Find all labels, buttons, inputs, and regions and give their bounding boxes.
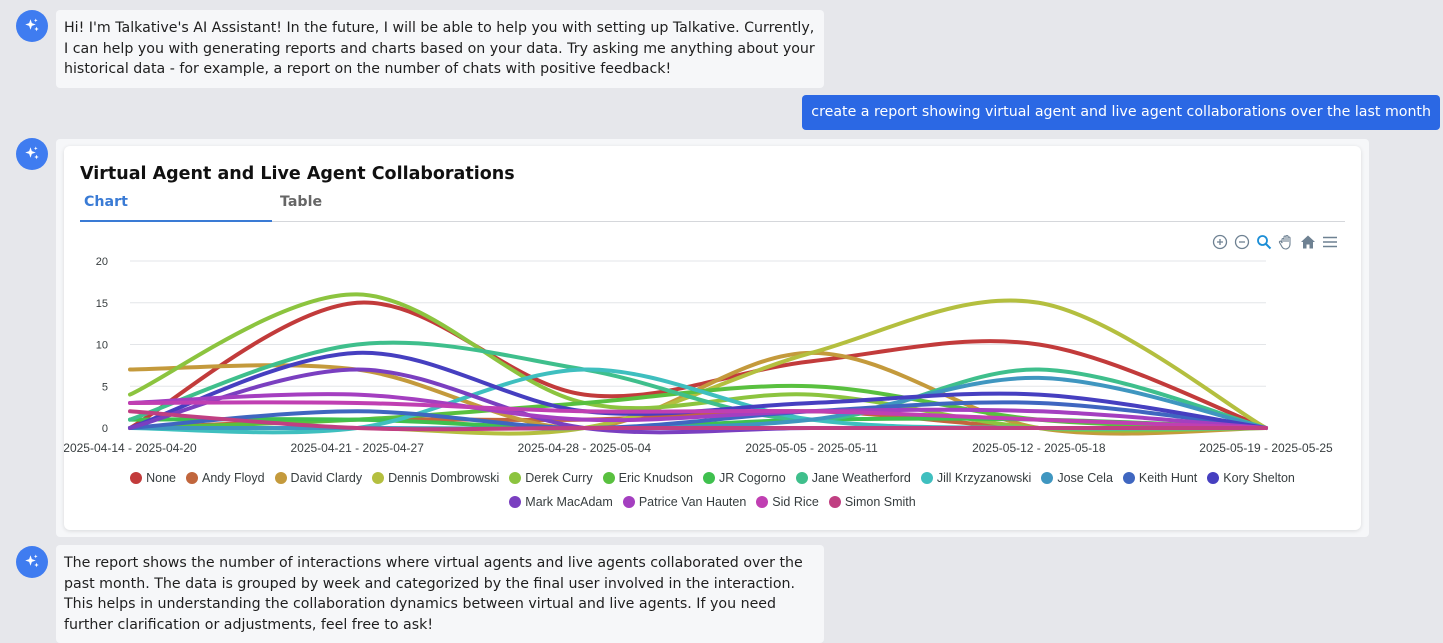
legend-label: Mark MacAdam [525, 495, 613, 509]
legend-row: Mark MacAdam Patrice Van Hauten Sid Rice Si… [64, 490, 1361, 514]
legend-marker [186, 472, 199, 484]
legend-item[interactable]: Eric Knudson [602, 471, 693, 485]
x-tick-label: 2025-05-12 - 2025-05-18 [972, 441, 1106, 455]
legend-marker [130, 472, 143, 484]
legend-label: Derek Curry [525, 471, 593, 485]
y-tick-label: 10 [96, 340, 108, 352]
series-line-patrice-van-hauten[interactable] [128, 392, 1268, 430]
legend-label: David Clardy [290, 471, 363, 485]
legend-item[interactable]: Andy Floyd [186, 471, 265, 485]
legend-item[interactable]: JR Cogorno [703, 471, 786, 485]
x-tick-label: 2025-04-28 - 2025-05-04 [518, 441, 652, 455]
legend-marker [795, 472, 808, 484]
legend-marker [509, 496, 522, 508]
assistant-avatar [16, 138, 48, 170]
legend-marker [1122, 472, 1135, 484]
legend-item[interactable]: Derek Curry [509, 471, 593, 485]
legend-item[interactable]: Jane Weatherford [795, 471, 911, 485]
chart-toolbar [1210, 232, 1340, 252]
legend-row: None Andy Floyd David Clardy Dennis Dombrow… [64, 466, 1361, 490]
legend-item[interactable]: Patrice Van Hauten [622, 495, 747, 509]
legend-item[interactable]: Simon Smith [828, 495, 916, 509]
tab-chart[interactable]: Chart [80, 194, 272, 222]
user-request-message: create a report showing virtual agent an… [802, 95, 1440, 130]
legend-label: Patrice Van Hauten [638, 495, 747, 509]
legend-item[interactable]: David Clardy [274, 471, 363, 485]
legend-label: Keith Hunt [1138, 471, 1198, 485]
home-icon[interactable] [1298, 232, 1318, 252]
report-card: Virtual Agent and Live Agent Collaborati… [64, 146, 1361, 530]
assistant-intro-message: Hi! I'm Talkative's AI Assistant! In the… [56, 10, 824, 88]
series-line-sid-rice[interactable] [128, 400, 1268, 430]
magnifier-icon[interactable] [1254, 232, 1274, 252]
y-tick-label: 20 [96, 256, 108, 268]
assistant-avatar [16, 10, 48, 42]
chart-legend: None Andy Floyd David Clardy Dennis Dombrow… [64, 466, 1361, 514]
legend-item[interactable]: None [130, 471, 176, 485]
series-line-simon-smith[interactable] [128, 409, 1268, 432]
legend-label: None [146, 471, 177, 485]
y-tick-label: 0 [102, 423, 108, 435]
legend-item[interactable]: Keith Hunt [1122, 471, 1198, 485]
legend-item[interactable]: Jose Cela [1041, 471, 1113, 485]
legend-item[interactable]: Mark MacAdam [509, 495, 613, 509]
legend-label: Sid Rice [772, 495, 819, 509]
line-chart: 0 5 10 15 20 2025-04-14 - 2025-04-20 2025-04-… [64, 256, 1333, 455]
legend-label: Jane Weatherford [811, 471, 911, 485]
x-tick-label: 2025-04-14 - 2025-04-20 [64, 441, 197, 455]
legend-label: Jill Krzyzanowski [936, 471, 1032, 485]
legend-item[interactable]: Dennis Dombrowski [372, 471, 499, 485]
legend-label: Dennis Dombrowski [388, 471, 500, 485]
legend-label: JR Cogorno [719, 471, 786, 485]
legend-label: Kory Shelton [1223, 471, 1295, 485]
x-tick-label: 2025-05-05 - 2025-05-11 [745, 441, 878, 455]
menu-icon[interactable] [1320, 232, 1340, 252]
tab-table[interactable]: Table [280, 194, 323, 210]
series-line-jane-weatherford[interactable] [128, 340, 1268, 430]
series-line-keith-hunt[interactable] [128, 400, 1268, 431]
legend-marker [920, 472, 933, 484]
legend-label: Andy Floyd [202, 471, 265, 485]
assistant-summary-message: The report shows the number of interacti… [56, 545, 824, 643]
legend-marker [828, 496, 841, 508]
legend-marker [703, 472, 715, 484]
zoom-out-icon[interactable] [1232, 232, 1252, 252]
sparkle-icon [25, 554, 39, 568]
pan-hand-icon[interactable] [1276, 232, 1296, 252]
legend-marker [1207, 472, 1220, 484]
legend-item[interactable]: Sid Rice [756, 495, 819, 509]
legend-marker [756, 496, 769, 508]
x-tick-label: 2025-04-21 - 2025-04-27 [290, 441, 424, 455]
legend-label: Eric Knudson [618, 471, 693, 485]
assistant-avatar [16, 546, 48, 578]
legend-label: Simon Smith [844, 495, 916, 509]
legend-marker [274, 472, 287, 484]
sparkle-icon [25, 146, 39, 160]
legend-marker [509, 472, 522, 484]
legend-item[interactable]: Kory Shelton [1207, 471, 1295, 485]
legend-item[interactable]: Jill Krzyzanowski [920, 471, 1032, 485]
x-tick-label: 2025-05-19 - 2025-05-25 [1199, 441, 1333, 455]
legend-marker [622, 496, 635, 508]
y-tick-label: 15 [96, 298, 108, 310]
zoom-in-icon[interactable] [1210, 232, 1230, 252]
legend-marker [1041, 472, 1054, 484]
sparkle-icon [25, 18, 39, 32]
legend-marker [602, 472, 615, 484]
report-title: Virtual Agent and Live Agent Collaborati… [80, 164, 515, 184]
report-tabs: Chart Table [80, 194, 1345, 222]
legend-label: Jose Cela [1057, 471, 1113, 485]
legend-marker [372, 472, 385, 484]
y-tick-label: 5 [102, 381, 108, 393]
